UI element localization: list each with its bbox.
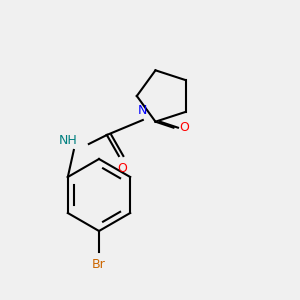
Text: N: N bbox=[138, 104, 148, 117]
Text: NH: NH bbox=[58, 134, 77, 147]
Text: Br: Br bbox=[92, 258, 106, 271]
Text: O: O bbox=[179, 121, 189, 134]
Text: O: O bbox=[117, 162, 127, 175]
